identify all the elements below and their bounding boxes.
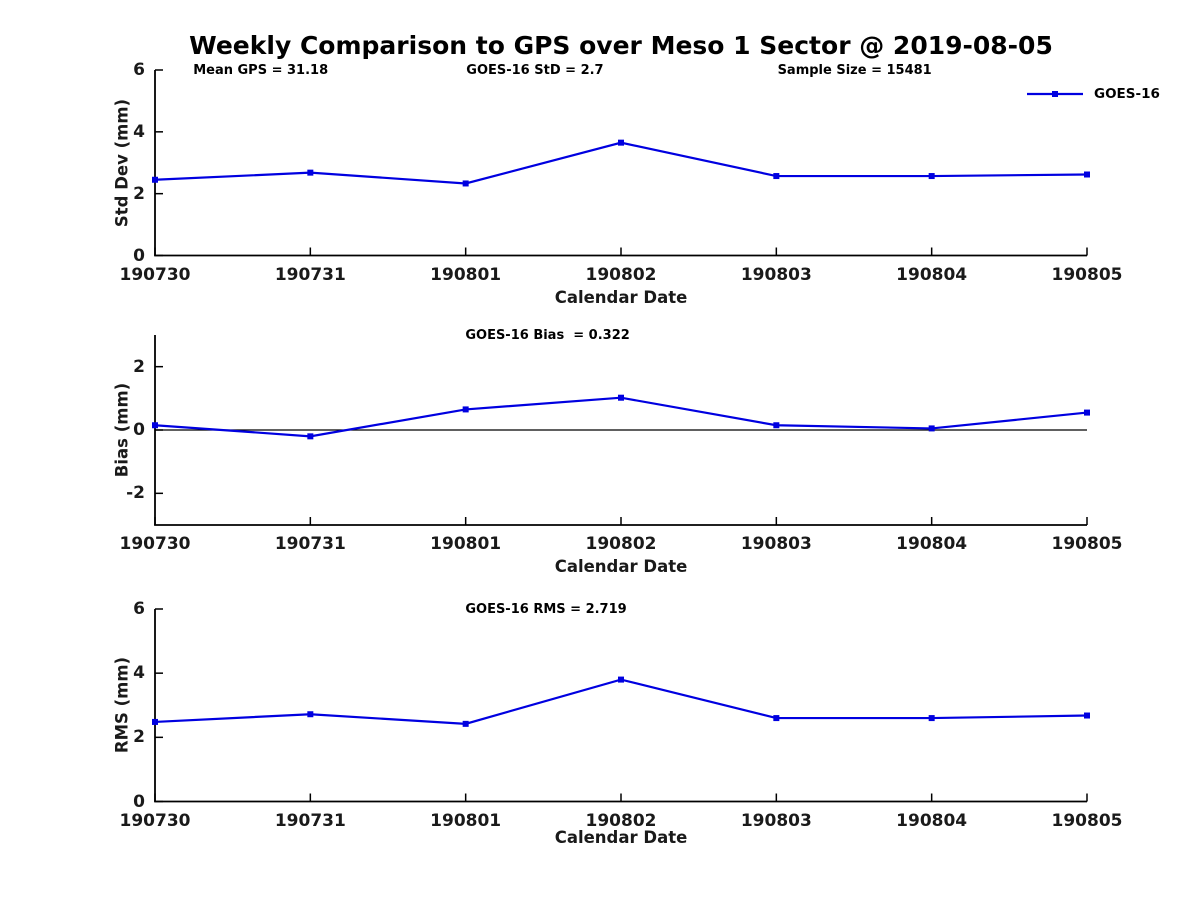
std-dev-data-marker — [462, 180, 469, 187]
std-dev-x-tick-label: 190730 — [119, 264, 191, 285]
std-dev-data-marker — [152, 176, 158, 183]
rms-data-marker — [618, 676, 624, 683]
bias-y-tick-label: 0 — [133, 420, 145, 440]
bias-x-tick-label: 190803 — [740, 534, 812, 554]
std-dev-data-marker — [773, 173, 780, 180]
chart-title: Weekly Comparison to GPS over Meso 1 Sec… — [189, 31, 1053, 60]
bias-x-tick-label: 190802 — [585, 534, 657, 554]
rms-data-marker — [307, 711, 314, 718]
bias-data-marker — [1084, 409, 1090, 416]
bias-y-tick-label: 2 — [133, 356, 145, 377]
stddev-x-axis-label: Calendar Date — [554, 288, 688, 307]
rms-data-marker — [928, 715, 935, 722]
rms-series-line — [154, 678, 1088, 725]
rms-x-tick-label: 190730 — [119, 810, 191, 831]
rms-y-tick-label: 2 — [133, 727, 145, 748]
std-dev-x-tick-label: 190802 — [585, 264, 657, 285]
std-dev-x-tick-label: 190801 — [430, 264, 502, 285]
std-dev-data-marker — [307, 169, 314, 176]
std-dev-data-marker — [928, 173, 935, 180]
bias-x-tick-label: 190801 — [430, 534, 502, 554]
rms-data-marker — [773, 715, 780, 722]
std-dev-series-line — [154, 141, 1088, 185]
bias-x-tick-label: 190804 — [896, 534, 968, 554]
rms-x-tick-label: 190805 — [1051, 810, 1123, 831]
rms-x-tick-label: 190803 — [740, 810, 812, 831]
rms-x-tick-label: 190731 — [274, 810, 346, 831]
bias-x-tick-label: 190805 — [1051, 534, 1123, 554]
rms-y-tick-label: 6 — [133, 599, 145, 619]
std-dev-x-tick-label: 190803 — [740, 264, 812, 285]
std-dev-x-tick-label: 190804 — [896, 264, 968, 285]
bias-data-marker — [307, 433, 314, 440]
std-dev-y-tick-label: 4 — [133, 121, 145, 142]
std-dev-y-tick-label: 2 — [133, 183, 145, 204]
rms-x-tick-label: 190804 — [896, 810, 968, 831]
rms-y-tick-label: 4 — [133, 663, 145, 684]
bias-x-axis-label: Calendar Date — [554, 557, 688, 576]
rms-y-tick-label: 0 — [133, 791, 145, 812]
std-dev-x-tick-label: 190731 — [274, 264, 346, 285]
std-dev-y-tick-label: 6 — [133, 60, 145, 80]
bias-y-tick-label: -2 — [126, 483, 145, 504]
rms-data-marker — [462, 720, 469, 727]
rms-x-axis-label: Calendar Date — [554, 828, 688, 847]
bias-data-marker — [618, 394, 624, 401]
std-dev-x-tick-label: 190805 — [1051, 264, 1123, 285]
std-dev-y-tick-label: 0 — [133, 245, 145, 266]
std-dev-data-marker — [1084, 171, 1090, 178]
rms-x-tick-label: 190802 — [585, 810, 657, 831]
bias-data-marker — [928, 425, 935, 432]
std-dev-data-marker — [618, 139, 624, 146]
bias-x-tick-label: 190731 — [274, 534, 346, 554]
std-dev-annotation: GOES-16 StD = 2.7 — [466, 63, 604, 78]
legend-line-marker-icon — [1027, 91, 1083, 97]
rms-data-marker — [1084, 712, 1090, 719]
rms-data-marker — [152, 718, 158, 725]
std-dev-annotation: Sample Size = 15481 — [777, 63, 932, 78]
legend: GOES-16 — [1026, 86, 1160, 102]
bias-data-marker — [462, 406, 469, 413]
bias-data-marker — [773, 422, 780, 429]
bias-data-marker — [152, 422, 158, 429]
std-dev-annotation: Mean GPS = 31.18 — [193, 63, 329, 78]
rms-annotation: GOES-16 RMS = 2.719 — [465, 602, 627, 617]
stddev-y-axis-label: Std Dev (mm) — [112, 98, 132, 228]
bias-annotation: GOES-16 Bias = 0.322 — [465, 328, 630, 343]
rms-x-tick-label: 190801 — [430, 810, 502, 831]
legend-label: GOES-16 — [1094, 86, 1160, 102]
bias-x-tick-label: 190730 — [119, 534, 191, 554]
